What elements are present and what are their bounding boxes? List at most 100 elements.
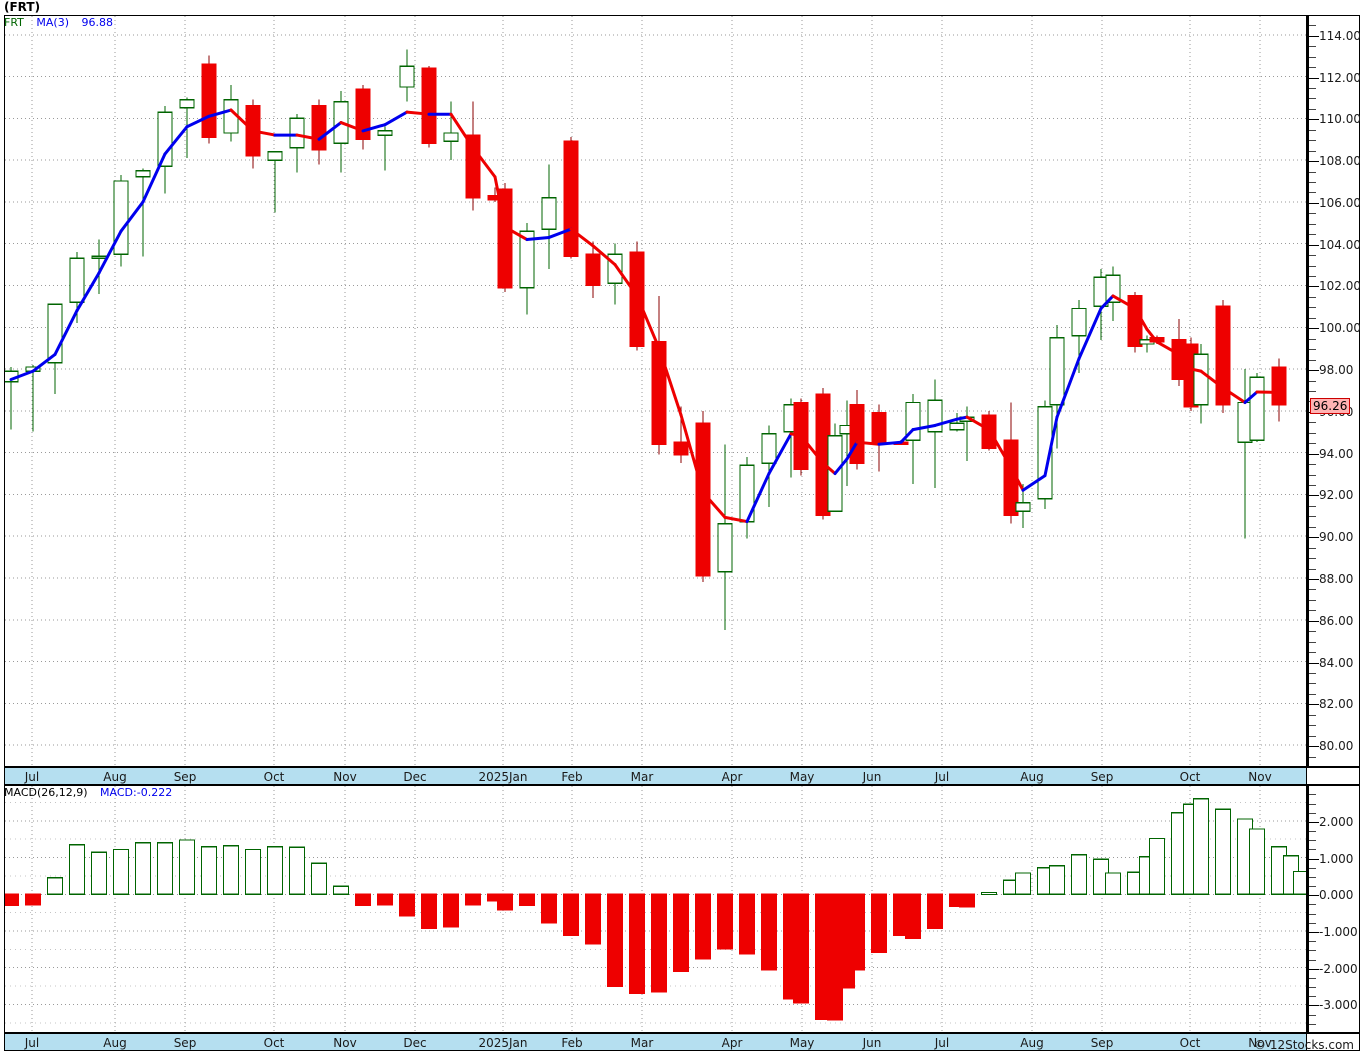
date-axis-label: Aug [1020, 1036, 1044, 1050]
price-axis-minor-tick [1309, 67, 1316, 69]
price-axis-label: 98.00 [1319, 363, 1354, 378]
price-axis-minor-tick [1309, 182, 1316, 184]
price-axis-minor-tick [1309, 129, 1316, 131]
price-axis-minor-tick [1309, 338, 1316, 340]
footer-copyright: © 12Stocks.com [1254, 1038, 1354, 1052]
macd-axis-minor-tick [1309, 977, 1316, 979]
date-axis-label: Mar [630, 770, 654, 784]
last-price-badge: 96.26 [1310, 398, 1351, 415]
price-axis-minor-tick [1309, 171, 1316, 173]
price-axis-minor-tick [1309, 558, 1316, 560]
price-axis-minor-tick [1309, 641, 1316, 643]
date-axis-label: Oct [1179, 770, 1201, 784]
macd-axis-label: -3.000 [1319, 998, 1358, 1013]
price-axis-minor-tick [1309, 296, 1316, 298]
price-axis-tick [1309, 746, 1319, 748]
date-axis-label: Aug [103, 770, 127, 784]
date-axis-label: Apr [721, 770, 743, 784]
date-axis-label: Oct [263, 1036, 285, 1050]
legend-ma-label: MA(3) [36, 16, 69, 29]
price-axis-tick [1309, 495, 1319, 497]
price-axis-tick [1309, 620, 1319, 622]
price-axis-tick [1309, 537, 1319, 539]
price-axis-minor-tick [1309, 265, 1316, 267]
price-axis-label: 100.00 [1319, 321, 1360, 336]
price-axis-minor-tick [1309, 307, 1316, 309]
price-axis-minor-tick [1309, 683, 1316, 685]
macd-axis-minor-tick [1309, 812, 1316, 814]
macd-axis-minor-tick [1309, 840, 1316, 842]
date-axis-label: May [789, 1036, 815, 1050]
price-axis-minor-tick [1309, 56, 1316, 58]
price-axis-minor-tick [1309, 631, 1316, 633]
price-axis-minor-tick [1309, 213, 1316, 215]
price-axis-minor-tick [1309, 464, 1316, 466]
price-axis-minor-tick [1309, 652, 1316, 654]
macd-axis-label: -1.000 [1319, 925, 1358, 940]
macd-axis-label: 0.000 [1319, 888, 1354, 903]
price-axis-tick [1309, 77, 1319, 79]
date-axis-label: Aug [1020, 770, 1044, 784]
macd-axis-minor-tick [1309, 803, 1316, 805]
date-axis-label: Sep [173, 770, 197, 784]
price-axis-minor-tick [1309, 599, 1316, 601]
macd-legend-name: MACD(26,12,9) [4, 786, 88, 799]
date-axis-label: Sep [173, 1036, 197, 1050]
macd-axis-minor-tick [1309, 913, 1316, 915]
date-axis-label: Dec [403, 1036, 427, 1050]
price-chart-svg [5, 16, 1306, 766]
date-axis-label: Jun [862, 770, 882, 784]
price-axis-label: 88.00 [1319, 571, 1354, 586]
date-axis-label: Dec [403, 770, 427, 784]
price-axis-label: 114.00 [1319, 28, 1360, 43]
macd-axis-minor-tick [1309, 987, 1316, 989]
price-axis-label: 80.00 [1319, 739, 1354, 754]
price-axis-minor-tick [1309, 474, 1316, 476]
macd-chart-panel[interactable] [4, 785, 1307, 1033]
price-axis-minor-tick [1309, 25, 1316, 27]
legend-ma-value: 96.88 [81, 16, 114, 29]
macd-axis-tick [1309, 932, 1319, 934]
price-axis-label: 112.00 [1319, 70, 1360, 85]
date-axis-label: Mar [630, 1036, 654, 1050]
price-axis-minor-tick [1309, 756, 1316, 758]
price-axis-tick [1309, 244, 1319, 246]
price-axis-minor-tick [1309, 88, 1316, 90]
macd-axis-minor-tick [1309, 959, 1316, 961]
price-axis-tick [1309, 662, 1319, 664]
price-axis-label: 102.00 [1319, 279, 1360, 294]
macd-axis-tick [1309, 821, 1319, 823]
price-axis-label: 110.00 [1319, 112, 1360, 127]
macd-axis-tick [1309, 895, 1319, 897]
price-axis-minor-tick [1309, 276, 1316, 278]
price-axis-label: 86.00 [1319, 613, 1354, 628]
price-axis-minor-tick [1309, 140, 1316, 142]
date-axis-label: Oct [1179, 1036, 1201, 1050]
price-axis-minor-tick [1309, 714, 1316, 716]
price-axis-minor-tick [1309, 359, 1316, 361]
price-axis-label: 92.00 [1319, 488, 1354, 503]
macd-axis-minor-tick [1309, 922, 1316, 924]
price-axis-tick [1309, 119, 1319, 121]
price-axis-minor-tick [1309, 443, 1316, 445]
date-axis-label: Nov [333, 1036, 357, 1050]
price-axis-tick [1309, 453, 1319, 455]
price-axis-label: 106.00 [1319, 195, 1360, 210]
price-chart-panel[interactable] [4, 15, 1307, 767]
date-axis-label: Aug [103, 1036, 127, 1050]
macd-axis-label: 2.000 [1319, 814, 1354, 829]
price-axis-minor-tick [1309, 610, 1316, 612]
date-axis-top-stub [1307, 767, 1360, 785]
macd-axis-minor-tick [1309, 950, 1316, 952]
price-axis-minor-tick [1309, 349, 1316, 351]
price-axis-minor-tick [1309, 693, 1316, 695]
price-axis-minor-tick [1309, 317, 1316, 319]
price-axis-minor-tick [1309, 568, 1316, 570]
date-axis-label: Jul [934, 1036, 950, 1050]
price-axis-minor-tick [1309, 255, 1316, 257]
price-axis-tick [1309, 328, 1319, 330]
date-axis-label: 2025Jan [478, 1036, 528, 1050]
macd-axis-line [1307, 786, 1309, 1032]
date-axis-label: Jul [24, 770, 40, 784]
price-axis-line [1307, 16, 1309, 766]
